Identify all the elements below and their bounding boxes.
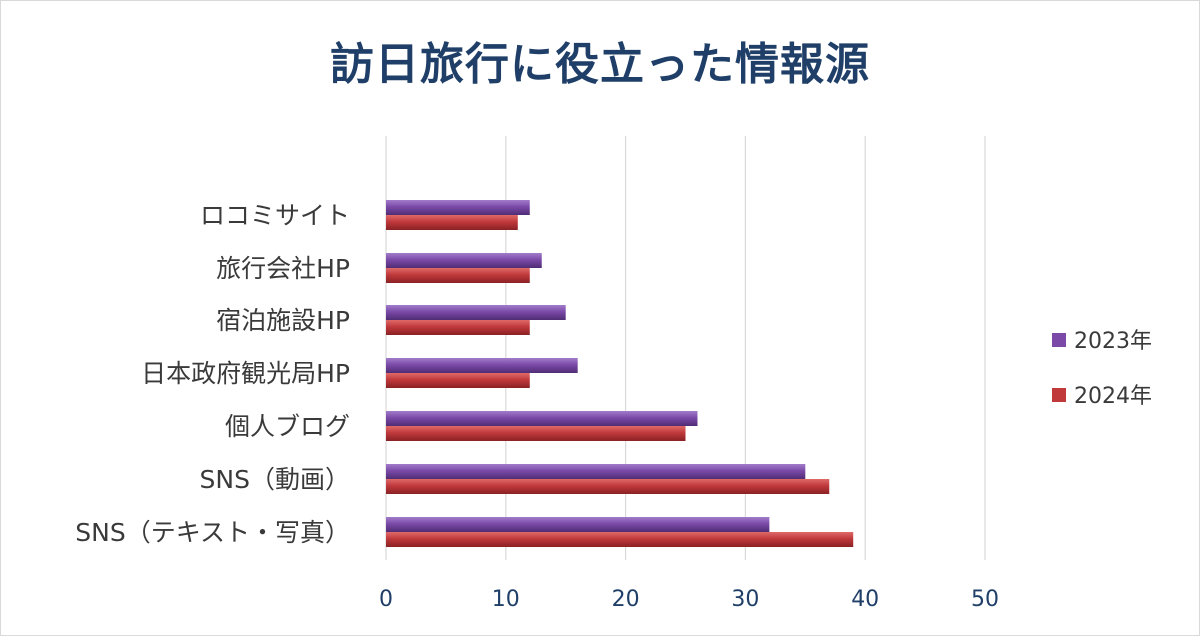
bar-2024 xyxy=(386,215,518,230)
bar-2023 xyxy=(386,517,770,532)
chart-title: 訪日旅行に役立った情報源 xyxy=(330,39,870,90)
bar-2024 xyxy=(386,320,530,335)
x-tick-label: 10 xyxy=(492,587,520,612)
legend-swatch-2024 xyxy=(1052,388,1066,402)
bar-2023 xyxy=(386,305,566,320)
bar-2024 xyxy=(386,532,854,547)
bar-2024 xyxy=(386,373,530,388)
x-tick-label: 40 xyxy=(851,587,879,612)
bar-2024 xyxy=(386,426,686,441)
bar-2023 xyxy=(386,253,542,268)
legend-swatch-2023 xyxy=(1052,333,1066,347)
x-tick-label: 30 xyxy=(731,587,759,612)
bar-2023 xyxy=(386,358,578,373)
bar-2023 xyxy=(386,464,806,479)
bar-2023 xyxy=(386,200,530,215)
x-tick-label: 50 xyxy=(971,587,999,612)
x-tick-label: 20 xyxy=(612,587,640,612)
category-label: 個人ブログ xyxy=(225,412,350,441)
legend-label: 2023年 xyxy=(1074,329,1152,354)
bar-2023 xyxy=(386,411,698,426)
category-label: SNS（動画） xyxy=(200,465,350,494)
bar-2024 xyxy=(386,268,530,283)
category-label: ロコミサイト xyxy=(200,201,350,230)
bar-2024 xyxy=(386,479,830,494)
category-label: 宿泊施設HP xyxy=(216,306,350,335)
category-label: 日本政府観光局HP xyxy=(141,359,350,388)
x-tick-label: 0 xyxy=(379,587,393,612)
category-label: 旅行会社HP xyxy=(216,254,350,283)
category-label: SNS（テキスト・写真） xyxy=(75,518,350,547)
legend-label: 2024年 xyxy=(1074,384,1152,409)
